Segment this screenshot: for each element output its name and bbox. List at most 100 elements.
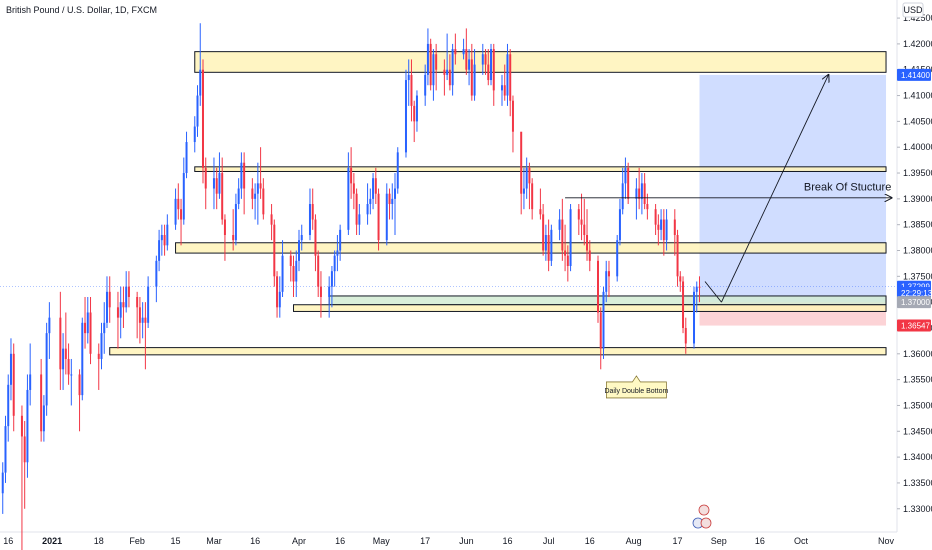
candle[interactable] [138, 296, 141, 344]
candle[interactable] [511, 95, 514, 153]
candle[interactable] [289, 250, 292, 282]
candle[interactable] [627, 162, 630, 205]
candle[interactable] [484, 49, 487, 75]
candle[interactable] [426, 28, 429, 86]
candle[interactable] [155, 255, 158, 303]
candle[interactable] [424, 64, 427, 106]
candle[interactable] [232, 209, 235, 251]
candle[interactable] [676, 229, 679, 287]
candle[interactable] [237, 178, 240, 210]
candle[interactable] [586, 209, 589, 261]
candle[interactable] [465, 28, 468, 75]
candle[interactable] [374, 167, 377, 205]
candle[interactable] [336, 235, 339, 272]
candle[interactable] [278, 276, 281, 318]
candle[interactable] [298, 229, 300, 272]
candle[interactable] [391, 183, 394, 220]
price-badge[interactable] [897, 68, 931, 81]
candle[interactable] [413, 100, 416, 143]
candle[interactable] [84, 296, 87, 349]
candle[interactable] [561, 198, 564, 261]
candle[interactable] [328, 276, 331, 318]
candle[interactable] [196, 85, 199, 137]
candle[interactable] [59, 291, 62, 390]
candle[interactable] [273, 219, 276, 287]
candle[interactable] [638, 167, 641, 210]
candle[interactable] [621, 167, 624, 215]
candle[interactable] [174, 188, 177, 230]
candle[interactable] [223, 214, 226, 261]
zone-box-0[interactable] [194, 51, 887, 73]
candle[interactable] [144, 302, 147, 370]
candle[interactable] [435, 43, 438, 91]
candle[interactable] [116, 291, 119, 349]
candle[interactable] [597, 255, 599, 323]
candle[interactable] [9, 338, 12, 401]
candle[interactable] [311, 188, 314, 230]
currency-button[interactable] [902, 2, 924, 18]
candle[interactable] [201, 59, 204, 184]
candle[interactable] [605, 260, 608, 303]
candle[interactable] [358, 204, 361, 236]
candle[interactable] [654, 204, 657, 236]
candle[interactable] [185, 131, 188, 179]
candle[interactable] [62, 333, 65, 390]
candle[interactable] [333, 250, 336, 287]
candle[interactable] [660, 209, 663, 241]
candle[interactable] [339, 224, 342, 261]
trend-line-1[interactable] [704, 281, 722, 303]
candle[interactable] [454, 33, 457, 65]
candle[interactable] [158, 229, 161, 272]
zone-box-3[interactable] [328, 295, 887, 306]
candle[interactable] [558, 209, 561, 241]
candle[interactable] [599, 307, 602, 370]
candle[interactable] [509, 49, 512, 117]
candle[interactable] [410, 59, 413, 122]
candle[interactable] [679, 271, 682, 292]
candle[interactable] [347, 152, 350, 236]
candle[interactable] [385, 183, 388, 246]
candle[interactable] [270, 204, 273, 241]
candle[interactable] [542, 204, 545, 256]
candle[interactable] [492, 43, 495, 106]
candle[interactable] [352, 173, 355, 210]
candle[interactable] [78, 369, 81, 432]
candle[interactable] [443, 59, 446, 96]
candle[interactable] [396, 147, 399, 194]
candle[interactable] [506, 43, 509, 106]
candle[interactable] [618, 198, 621, 246]
candle[interactable] [20, 405, 23, 550]
candle[interactable] [234, 193, 237, 246]
candle[interactable] [473, 49, 476, 101]
candle[interactable] [500, 74, 503, 106]
candle[interactable] [616, 235, 619, 282]
zone-box-2[interactable] [175, 242, 887, 254]
candle[interactable] [547, 219, 550, 272]
candle[interactable] [105, 276, 108, 328]
candle[interactable] [136, 291, 139, 339]
candle[interactable] [429, 38, 432, 91]
uk-flag-icon[interactable] [698, 504, 710, 516]
candle[interactable] [550, 224, 553, 266]
candle[interactable] [544, 224, 547, 261]
candle[interactable] [695, 281, 698, 313]
candle[interactable] [607, 260, 610, 297]
candle[interactable] [103, 302, 106, 354]
candle[interactable] [566, 245, 569, 282]
candle[interactable] [564, 224, 567, 272]
candle[interactable] [42, 395, 45, 442]
candle[interactable] [468, 49, 471, 86]
candle[interactable] [256, 162, 259, 225]
candle[interactable] [407, 59, 410, 106]
candle[interactable] [693, 286, 696, 349]
candle[interactable] [199, 23, 202, 106]
candle[interactable] [372, 173, 375, 210]
candle[interactable] [193, 116, 196, 153]
candle[interactable] [86, 296, 89, 344]
candle[interactable] [580, 193, 583, 241]
candle[interactable] [350, 147, 353, 199]
candle[interactable] [1, 462, 4, 514]
candle[interactable] [215, 167, 218, 210]
candle[interactable] [448, 54, 451, 91]
candle[interactable] [481, 43, 484, 75]
